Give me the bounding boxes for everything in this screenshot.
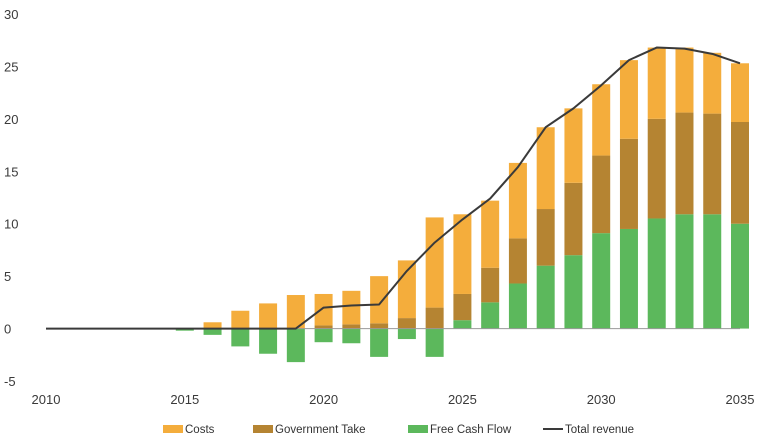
bar-free-cash-flow-2026 xyxy=(481,302,500,329)
bar-free-cash-flow-2023 xyxy=(397,328,416,340)
bar-government-take-2027 xyxy=(508,238,527,284)
bar-costs-2017 xyxy=(231,310,250,329)
bar-costs-2023 xyxy=(397,260,416,319)
bar-free-cash-flow-2034 xyxy=(703,214,722,329)
bar-government-take-2020 xyxy=(314,325,333,329)
bar-free-cash-flow-2019 xyxy=(286,328,305,363)
bar-government-take-2026 xyxy=(481,267,500,303)
bar-free-cash-flow-2018 xyxy=(259,328,278,354)
bar-government-take-2024 xyxy=(425,307,444,329)
bar-government-take-2035 xyxy=(731,122,749,224)
bar-costs-2028 xyxy=(536,127,555,210)
bar-free-cash-flow-2017 xyxy=(231,328,250,347)
bar-costs-2031 xyxy=(619,60,638,139)
bar-government-take-2022 xyxy=(370,323,389,329)
bar-costs-2027 xyxy=(508,162,527,239)
bar-free-cash-flow-2032 xyxy=(647,218,666,329)
y-tick-label: 10 xyxy=(4,217,18,232)
bar-costs-2018 xyxy=(259,303,278,329)
bar-free-cash-flow-2033 xyxy=(675,214,694,329)
bar-government-take-2030 xyxy=(592,155,611,234)
bar-free-cash-flow-2022 xyxy=(370,328,389,357)
line-layer xyxy=(46,46,741,330)
bars-layer xyxy=(175,47,749,363)
y-tick-label: 20 xyxy=(4,112,18,127)
bar-free-cash-flow-2029 xyxy=(564,255,583,329)
x-tick-label: 2030 xyxy=(587,392,616,407)
legend-swatch-free-cash-flow xyxy=(408,425,428,433)
x-tick-label: 2015 xyxy=(170,392,199,407)
bar-free-cash-flow-2020 xyxy=(314,328,333,343)
y-tick-label: 15 xyxy=(4,164,18,179)
x-axis-ticks: 2010 2015 2020 2025 2030 2035 xyxy=(32,392,755,407)
y-tick-label: -5 xyxy=(4,374,16,389)
bar-costs-2019 xyxy=(286,295,305,329)
bar-costs-2022 xyxy=(370,276,389,324)
bar-government-take-2025 xyxy=(453,293,472,321)
x-tick-label: 2025 xyxy=(448,392,477,407)
x-tick-label: 2010 xyxy=(32,392,61,407)
bar-costs-2021 xyxy=(342,290,361,325)
bar-free-cash-flow-2030 xyxy=(592,233,611,329)
legend-label-total-revenue: Total revenue xyxy=(565,424,634,436)
bar-free-cash-flow-2028 xyxy=(536,265,555,329)
legend-swatch-government-take xyxy=(253,425,273,433)
bar-free-cash-flow-2015 xyxy=(175,328,194,331)
bar-costs-2029 xyxy=(564,108,583,183)
bar-government-take-2021 xyxy=(342,324,361,329)
bar-costs-2034 xyxy=(703,52,722,114)
bar-government-take-2032 xyxy=(647,118,666,219)
y-axis-ticks: -5 0 5 10 15 20 25 30 xyxy=(4,7,18,389)
bar-costs-2030 xyxy=(592,84,611,156)
bar-government-take-2029 xyxy=(564,182,583,256)
y-tick-label: 25 xyxy=(4,59,18,74)
bar-costs-2020 xyxy=(314,293,333,326)
line-total-revenue xyxy=(46,46,741,330)
bar-government-take-2034 xyxy=(703,113,722,215)
bar-costs-2033 xyxy=(675,47,694,113)
x-tick-label: 2035 xyxy=(726,392,755,407)
y-tick-label: 5 xyxy=(4,269,11,284)
bar-free-cash-flow-2021 xyxy=(342,328,361,344)
bar-costs-2032 xyxy=(647,47,666,119)
legend-swatch-costs xyxy=(163,425,183,433)
bar-costs-2016 xyxy=(203,322,222,329)
x-tick-label: 2020 xyxy=(309,392,338,407)
bar-costs-2024 xyxy=(425,217,444,308)
bar-government-take-2031 xyxy=(619,138,638,229)
bar-government-take-2033 xyxy=(675,112,694,215)
bar-free-cash-flow-2035 xyxy=(731,223,749,329)
bar-costs-2035 xyxy=(731,63,749,122)
bar-free-cash-flow-2024 xyxy=(425,328,444,357)
bar-costs-2026 xyxy=(481,200,500,268)
bar-free-cash-flow-2025 xyxy=(453,320,472,329)
bar-free-cash-flow-2027 xyxy=(508,283,527,329)
bar-free-cash-flow-2016 xyxy=(203,328,222,335)
bar-free-cash-flow-2031 xyxy=(619,228,638,329)
legend-label-costs: Costs xyxy=(185,424,215,436)
legend-label-government-take: Government Take xyxy=(275,424,366,436)
y-tick-label: 30 xyxy=(4,7,18,22)
bar-costs-2025 xyxy=(453,214,472,294)
legend-label-free-cash-flow: Free Cash Flow xyxy=(430,424,512,436)
bar-government-take-2028 xyxy=(536,209,555,266)
legend: Costs Government Take Free Cash Flow Total … xyxy=(163,424,634,436)
y-tick-label: 0 xyxy=(4,322,11,337)
bar-government-take-2023 xyxy=(397,318,416,329)
